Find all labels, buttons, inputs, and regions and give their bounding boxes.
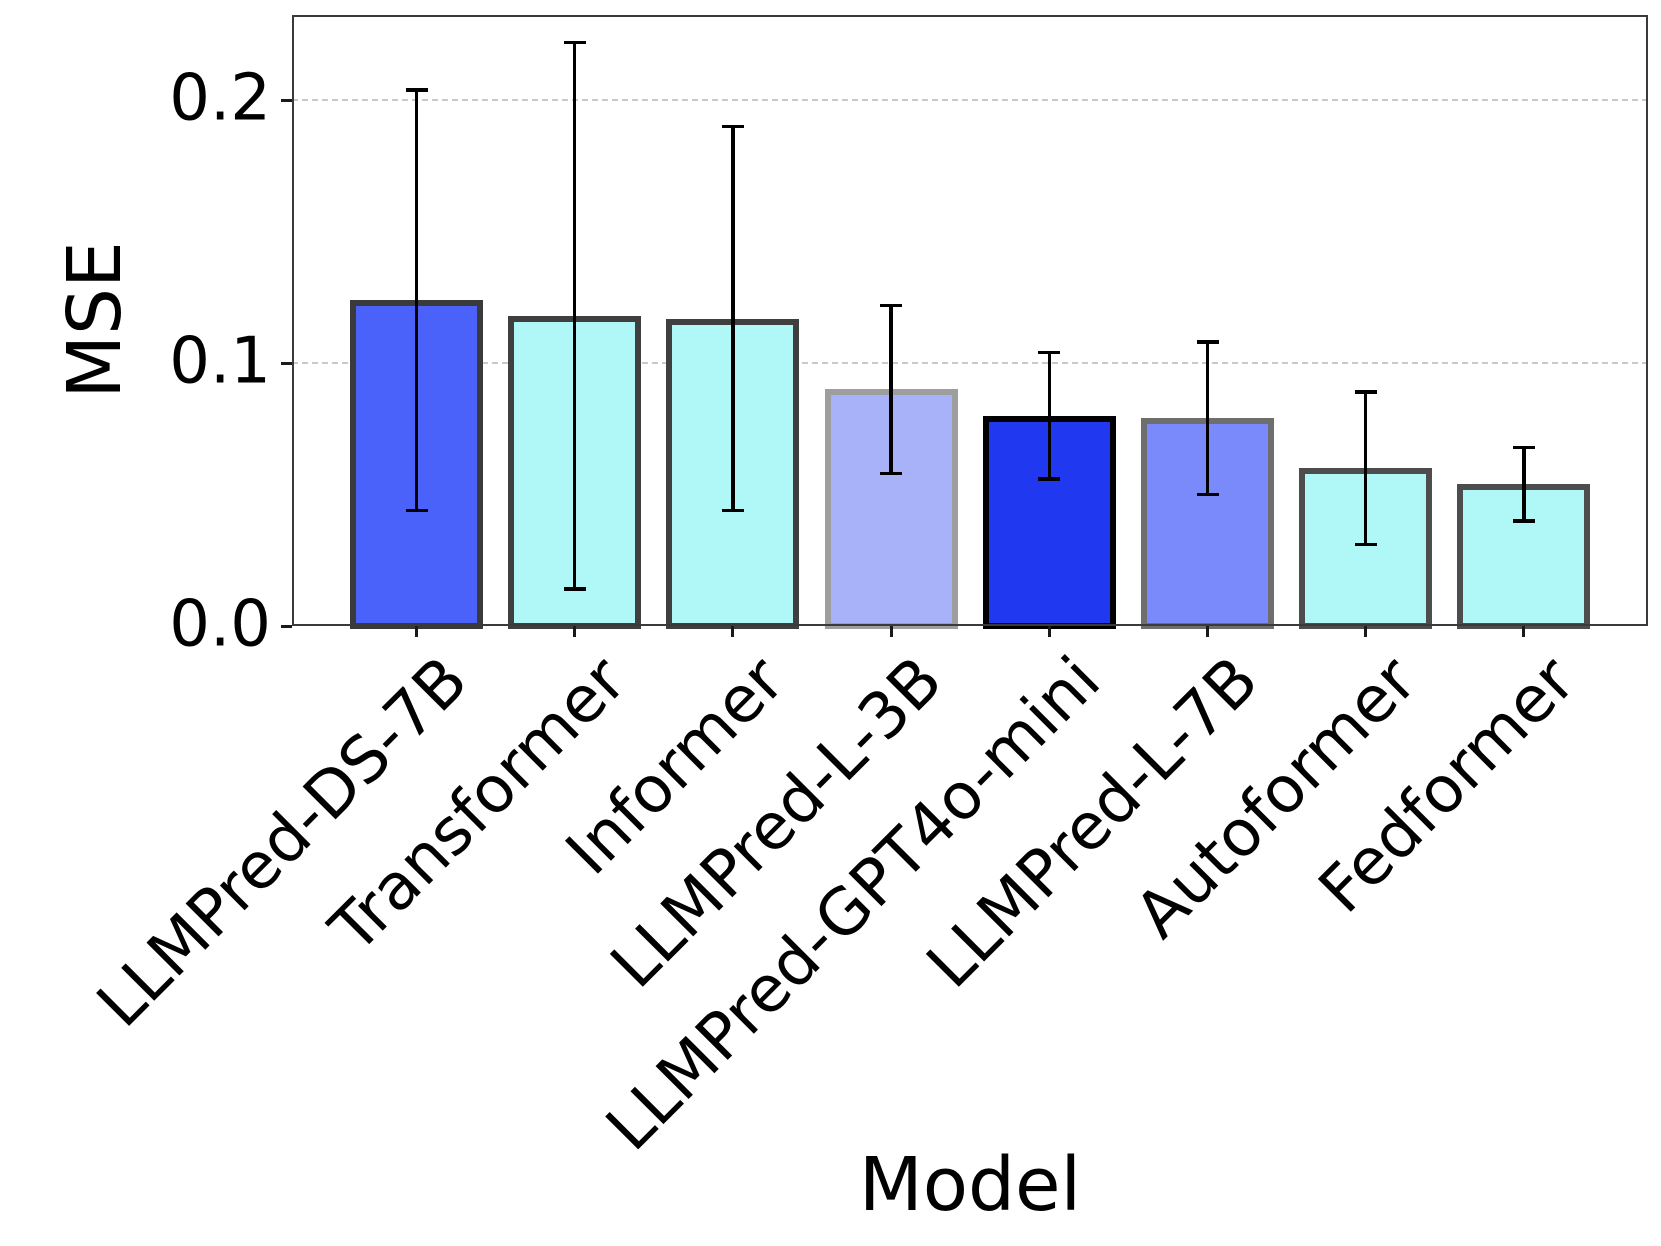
error-cap-high-llmpred-gpt4o-mini: [1038, 350, 1061, 355]
error-cap-low-transformer: [563, 587, 586, 591]
x-tick-fedformer: [1522, 626, 1526, 637]
gridline-y-0.2: [292, 99, 1648, 102]
error-cap-high-transformer: [563, 40, 586, 45]
error-cap-low-llmpred-gpt4o-mini: [1038, 477, 1061, 481]
bar-llmpred-l-3b: [824, 389, 958, 629]
y-tick-0.2: [281, 98, 292, 102]
x-tick-informer: [731, 626, 735, 637]
x-tick-llmpred-l-7b: [1206, 626, 1209, 637]
x-tick-llmpred-ds-7b: [415, 626, 418, 637]
error-cap-high-llmpred-l-7b: [1196, 340, 1219, 344]
error-bar-llmpred-gpt4o-mini: [1047, 352, 1052, 479]
x-tick-llmpred-gpt4o-mini: [1047, 626, 1051, 637]
y-tick-label-0.1: 0.1: [169, 324, 271, 399]
error-cap-high-fedformer: [1512, 445, 1535, 450]
error-cap-high-llmpred-ds-7b: [405, 88, 428, 92]
error-bar-llmpred-l-3b: [889, 305, 893, 474]
error-cap-high-autoformer: [1354, 390, 1377, 394]
x-tick-autoformer: [1364, 626, 1368, 637]
error-bar-llmpred-l-7b: [1205, 342, 1210, 495]
y-tick-label-0.2: 0.2: [169, 62, 271, 137]
gridline-y-0.1: [292, 362, 1648, 365]
error-bar-llmpred-ds-7b: [414, 89, 419, 511]
error-bar-informer: [731, 126, 735, 511]
y-tick-label-0: 0.0: [169, 587, 271, 662]
y-axis-label: MSE: [52, 241, 138, 399]
axes-frame: [292, 15, 1648, 626]
x-tick-transformer: [573, 626, 577, 637]
error-cap-low-llmpred-l-7b: [1196, 492, 1219, 497]
y-tick-0: [281, 624, 292, 628]
error-cap-low-fedformer: [1512, 519, 1535, 523]
error-bar-transformer: [572, 42, 577, 590]
error-cap-low-llmpred-l-3b: [880, 471, 903, 476]
x-axis-label: Model: [858, 1142, 1082, 1228]
x-tick-llmpred-l-3b: [889, 626, 893, 637]
error-cap-low-autoformer: [1354, 542, 1377, 547]
y-tick-0.1: [281, 361, 292, 365]
error-cap-high-informer: [721, 124, 744, 129]
error-cap-low-informer: [721, 508, 744, 513]
error-cap-high-llmpred-l-3b: [880, 303, 903, 308]
error-bar-fedformer: [1522, 447, 1526, 521]
error-cap-low-llmpred-ds-7b: [405, 508, 428, 513]
error-bar-autoformer: [1363, 392, 1368, 545]
